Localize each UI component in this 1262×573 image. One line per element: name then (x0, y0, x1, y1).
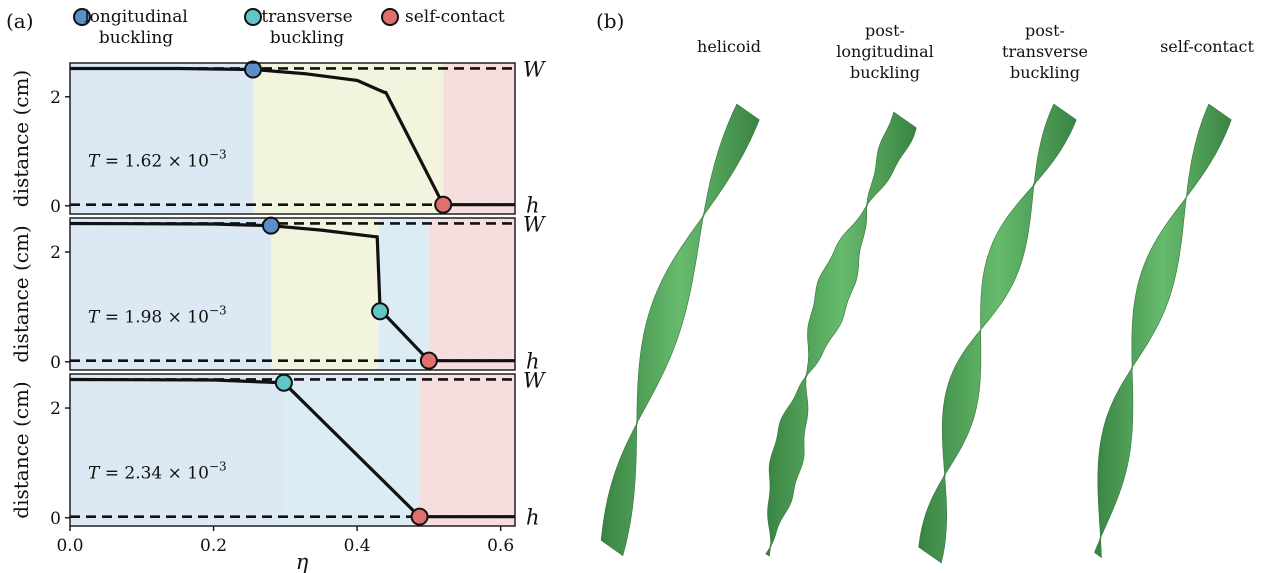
region-blue (70, 374, 284, 526)
legend-marker-2 (381, 8, 399, 26)
region-blue (70, 63, 254, 214)
y-tick-label: 2 (50, 243, 61, 263)
ribbon-label-2-2: buckling (1010, 63, 1080, 82)
ribbon-label-0-0: helicoid (697, 37, 761, 56)
region-cyan (378, 218, 429, 370)
y-axis-label: distance (cm) (9, 381, 33, 518)
W-label: W (523, 368, 547, 392)
legend-label-1-1: buckling (270, 28, 344, 48)
panel-label-a: (a) (6, 9, 34, 33)
longitudinal-marker (261, 216, 280, 235)
region-red (419, 374, 515, 526)
y-tick-label: 0 (50, 197, 61, 217)
plot-frame (69, 62, 516, 215)
y-tick-label: 0 (50, 509, 61, 529)
chart-panels: 0 2 distance (cm) Wh T = 1.62 × 10−3 0 2 distan… (9, 57, 547, 529)
legend-label-1-0: transverse (261, 7, 352, 27)
legend-label-2-0: self-contact (405, 7, 505, 27)
self-contact-marker (410, 507, 429, 526)
region-red (443, 63, 515, 214)
region-blue (70, 218, 271, 370)
ribbon-label-3-0: self-contact (1160, 37, 1254, 56)
plot-frame (69, 217, 516, 371)
ribbon-label-1-1: longitudinal (836, 42, 933, 61)
twisted-ribbon (765, 111, 917, 557)
x-tick-label: 0.2 (200, 536, 227, 556)
h-label: h (526, 194, 540, 218)
tension-label: T = 1.62 × 10−3 (88, 148, 227, 172)
panel-label-b: (b) (596, 9, 624, 33)
twisted-ribbon (600, 103, 760, 557)
ribbon-illustrations: helicoid post-longitudinal buckling post-tr… (600, 21, 1254, 564)
ribbon-label-2-0: post- (1025, 21, 1065, 40)
tension-label: T = 1.98 × 10−3 (88, 303, 227, 327)
distance-curve (69, 221, 515, 363)
legend-label-0-0: longitudinal (84, 7, 188, 27)
y-axis-label: distance (cm) (9, 225, 33, 362)
x-tick-label: 0.6 (487, 536, 514, 556)
x-tick-label: 0.0 (56, 536, 83, 556)
legend: longitudinalbucklingtransversebucklingse… (73, 7, 505, 48)
transverse-marker (371, 302, 390, 321)
W-label: W (523, 57, 547, 81)
h-label: h (526, 350, 540, 374)
distance-curve (70, 66, 515, 207)
longitudinal-marker (244, 60, 263, 79)
tension-label: T = 2.34 × 10−3 (88, 459, 227, 483)
legend-marker-1 (244, 8, 262, 26)
legend-marker-0 (73, 8, 91, 26)
region-yellow (270, 218, 379, 370)
x-tick-label: 0.4 (344, 536, 371, 556)
h-label: h (526, 506, 540, 530)
region-yellow (253, 63, 444, 214)
chart-panel-2: 0 2 distance (cm) Wh T = 1.98 × 10−3 (9, 212, 547, 373)
self-contact-marker (419, 351, 438, 370)
x-axis: 0.0 0.2 0.4 0.6 (56, 526, 514, 556)
chart-panel-1: 0 2 distance (cm) Wh T = 1.62 × 10−3 (9, 57, 547, 217)
plot-frame (69, 373, 516, 527)
y-axis-label: distance (cm) (9, 70, 33, 207)
ribbon-label-2-1: transverse (1002, 42, 1088, 61)
ribbon-label-1-2: buckling (850, 63, 920, 82)
twisted-ribbon (918, 103, 1077, 564)
twisted-ribbon (1094, 103, 1232, 559)
chart-panel-3: 0 2 distance (cm) Wh T = 2.34 × 10−3 (9, 368, 547, 529)
W-label: W (523, 212, 547, 236)
legend-label-0-1: buckling (99, 28, 173, 48)
transverse-marker (274, 373, 293, 392)
y-tick-label: 2 (50, 399, 61, 419)
ribbon-label-1-0: post- (865, 21, 905, 40)
region-red (428, 218, 515, 370)
y-tick-label: 2 (50, 88, 61, 108)
x-axis-label: η (296, 550, 309, 573)
self-contact-marker (434, 195, 453, 214)
y-tick-label: 0 (50, 353, 61, 373)
